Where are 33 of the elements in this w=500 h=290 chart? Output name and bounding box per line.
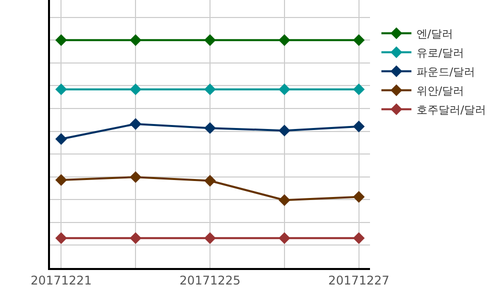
point	[130, 171, 142, 183]
point	[352, 34, 365, 46]
point	[130, 118, 142, 130]
point	[278, 124, 290, 136]
x-tick-label: 20171225	[179, 273, 241, 288]
point	[278, 83, 290, 96]
point	[55, 34, 68, 46]
legend-label: 위안/달러	[416, 84, 464, 98]
point	[352, 232, 365, 244]
legend-label: 유로/달러	[416, 46, 464, 60]
point	[352, 83, 365, 96]
point	[204, 122, 216, 134]
x-tick-label: 20171221	[30, 273, 92, 288]
point	[55, 83, 68, 96]
point	[204, 34, 216, 46]
point	[278, 34, 290, 46]
point	[204, 83, 216, 96]
x-tick-label: 20171227	[328, 273, 390, 288]
legend-label: 파운드/달러	[416, 66, 476, 79]
point	[204, 232, 216, 244]
point	[278, 194, 290, 206]
point	[130, 34, 142, 46]
point	[352, 120, 365, 132]
point	[278, 232, 290, 244]
point	[204, 174, 216, 187]
point	[352, 191, 365, 203]
point	[55, 232, 68, 244]
point	[55, 174, 68, 186]
legend-label: 호주달러/달러	[416, 104, 486, 117]
point	[130, 232, 142, 244]
legend-label: 엔/달러	[416, 28, 454, 41]
point	[55, 133, 68, 145]
point	[130, 83, 142, 96]
